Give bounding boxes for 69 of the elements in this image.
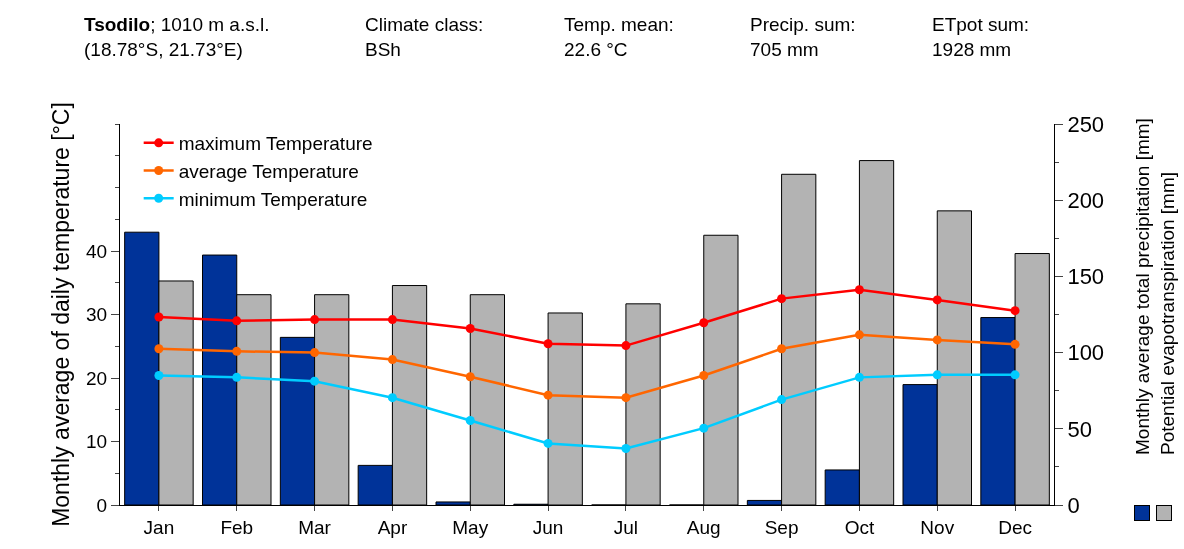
legend-label: minimum Temperature — [178, 188, 368, 210]
legend-label: average Temperature — [178, 160, 359, 182]
x-tick-label: Aug — [686, 516, 721, 538]
chart-title: Tsodilo; 1010 m a.s.l. (18.78°S, 21.73°E) — [84, 14, 270, 60]
point — [854, 330, 864, 340]
y2-tick-label: 50 — [1067, 416, 1092, 442]
point — [777, 344, 787, 354]
point — [699, 318, 709, 328]
x-tick-label: Nov — [920, 516, 955, 538]
point — [543, 339, 553, 349]
text: ETpot sum: 1928 mm — [932, 14, 1030, 60]
point — [932, 370, 942, 380]
y-tick-label: 10 — [86, 431, 108, 453]
x-tick-label: Sep — [764, 516, 799, 538]
point — [777, 395, 787, 405]
point — [310, 315, 320, 325]
point — [232, 316, 242, 326]
point — [777, 294, 787, 304]
legend-label: maximum Temperature — [178, 133, 373, 155]
point — [154, 312, 164, 322]
point — [621, 393, 631, 403]
x-tick-label: Jul — [613, 516, 639, 538]
y-tick-label: 40 — [86, 240, 108, 262]
y2-tick-label: 150 — [1067, 264, 1105, 290]
point — [232, 346, 242, 356]
point — [1010, 370, 1020, 380]
point — [387, 315, 397, 325]
point — [854, 285, 864, 295]
text: Precip. sum: 705 mm — [750, 14, 856, 60]
point — [699, 423, 709, 433]
point — [465, 416, 475, 426]
point — [932, 295, 942, 305]
point — [154, 370, 164, 380]
point — [543, 390, 553, 400]
point — [1010, 339, 1020, 349]
y-tick-label: 0 — [96, 494, 108, 516]
text: Climate class: BSh — [365, 14, 484, 60]
x-tick-label: Dec — [998, 516, 1032, 538]
x-tick-label: Jan — [143, 516, 175, 538]
x-tick-label: Apr — [377, 516, 408, 538]
point — [621, 341, 631, 351]
point — [465, 372, 475, 382]
point — [154, 344, 164, 354]
point — [310, 348, 320, 358]
point — [932, 335, 942, 345]
point — [310, 376, 320, 386]
y-tick-label: 30 — [86, 304, 108, 326]
point — [232, 372, 242, 382]
y2-axis-title: Monthly average total precipitation [mm] Potential evapotranspiration [mm] — [1132, 118, 1178, 455]
x-tick-label: Jun — [532, 516, 564, 538]
y2-tick-label: 0 — [1067, 492, 1080, 518]
text: Temp. mean: 22.6 °C — [564, 14, 674, 60]
point — [543, 438, 553, 448]
x-tick-label: Oct — [844, 516, 875, 538]
x-tick-label: Mar — [298, 516, 332, 538]
point — [387, 355, 397, 365]
point — [387, 393, 397, 403]
y2-tick-label: 200 — [1067, 187, 1105, 213]
point — [699, 370, 709, 380]
point — [465, 323, 475, 333]
y-axis-title: Monthly average of daily temperature [°C] — [47, 102, 74, 527]
point — [1010, 306, 1020, 316]
y2-tick-label: 250 — [1067, 111, 1105, 137]
x-tick-label: Feb — [220, 516, 254, 538]
y-tick-label: 20 — [86, 367, 108, 389]
x-tick-label: May — [452, 516, 489, 538]
point — [854, 372, 864, 382]
point — [621, 443, 631, 453]
y2-tick-label: 100 — [1067, 340, 1105, 366]
